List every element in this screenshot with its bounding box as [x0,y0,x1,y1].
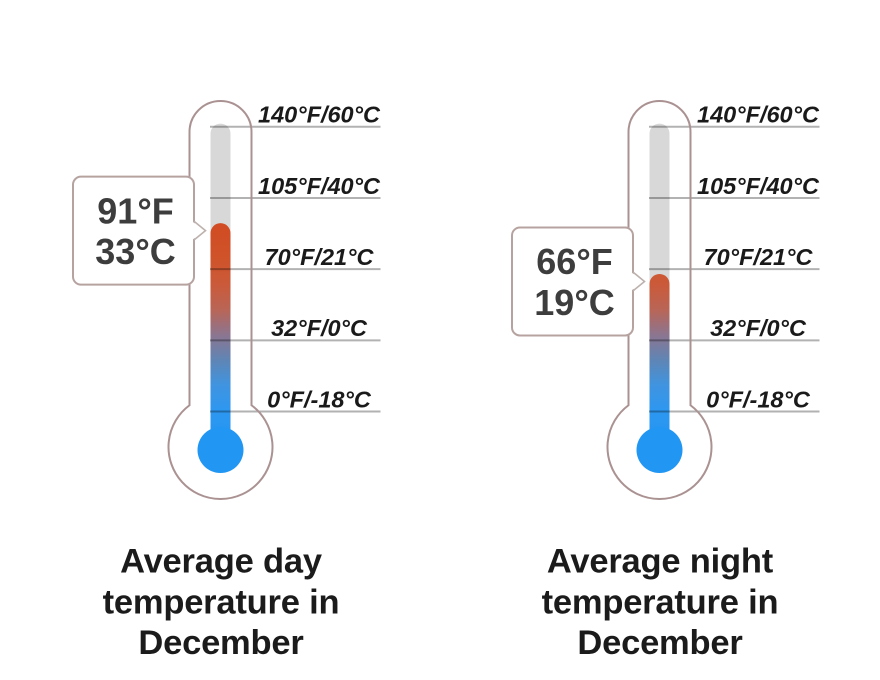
caption-line: December [138,624,303,662]
mercury-column [210,223,231,455]
tick-label: 140°F/60°C [258,102,381,128]
callout-value-c: 19°C [534,282,614,323]
tick-label: 70°F/21°C [704,244,814,270]
caption-line: Average night [547,543,774,581]
value-callout-night: 66°F 19°C [511,226,646,337]
mercury-column [649,273,670,455]
callout-value-f: 91°F [97,190,173,231]
tick-label: 0°F/-18°C [706,386,811,412]
tick-label: 105°F/40°C [697,173,820,199]
tick-lines [210,125,381,413]
bulb [197,427,244,473]
caption-day: Average day temperature in December [103,543,340,663]
tick-labels: 140°F/60°C 105°F/40°C 70°F/21°C 32°F/0°C… [697,102,820,413]
callout-pointer [192,221,207,240]
tick-label: 32°F/0°C [710,315,807,341]
thermometer-day: 140°F/60°C 105°F/40°C 70°F/21°C 32°F/0°C… [72,100,381,663]
callout-value-c: 33°C [95,231,175,272]
callout-value-f: 66°F [536,241,612,282]
caption-line: December [577,624,742,662]
callout-pointer [631,272,646,291]
tick-label: 105°F/40°C [258,173,381,199]
bulb [636,427,683,473]
caption-line: temperature in [542,583,779,621]
value-callout-day: 91°F 33°C [72,175,207,286]
caption-night: Average night temperature in December [542,543,779,663]
callout-pointer-outline [193,220,207,241]
tick-label: 0°F/-18°C [267,386,372,412]
tick-label: 140°F/60°C [697,102,820,128]
thermometer-outline [606,100,713,500]
caption-line: temperature in [103,583,340,621]
thermometer-night: 140°F/60°C 105°F/40°C 70°F/21°C 32°F/0°C… [511,100,820,663]
caption-line: Average day [120,543,322,581]
thermometer-outline [167,100,274,500]
callout-pointer-outline [632,271,646,292]
tick-label: 32°F/0°C [271,315,368,341]
tick-lines [649,125,820,413]
tick-labels: 140°F/60°C 105°F/40°C 70°F/21°C 32°F/0°C… [258,102,381,413]
tick-label: 70°F/21°C [265,244,375,270]
